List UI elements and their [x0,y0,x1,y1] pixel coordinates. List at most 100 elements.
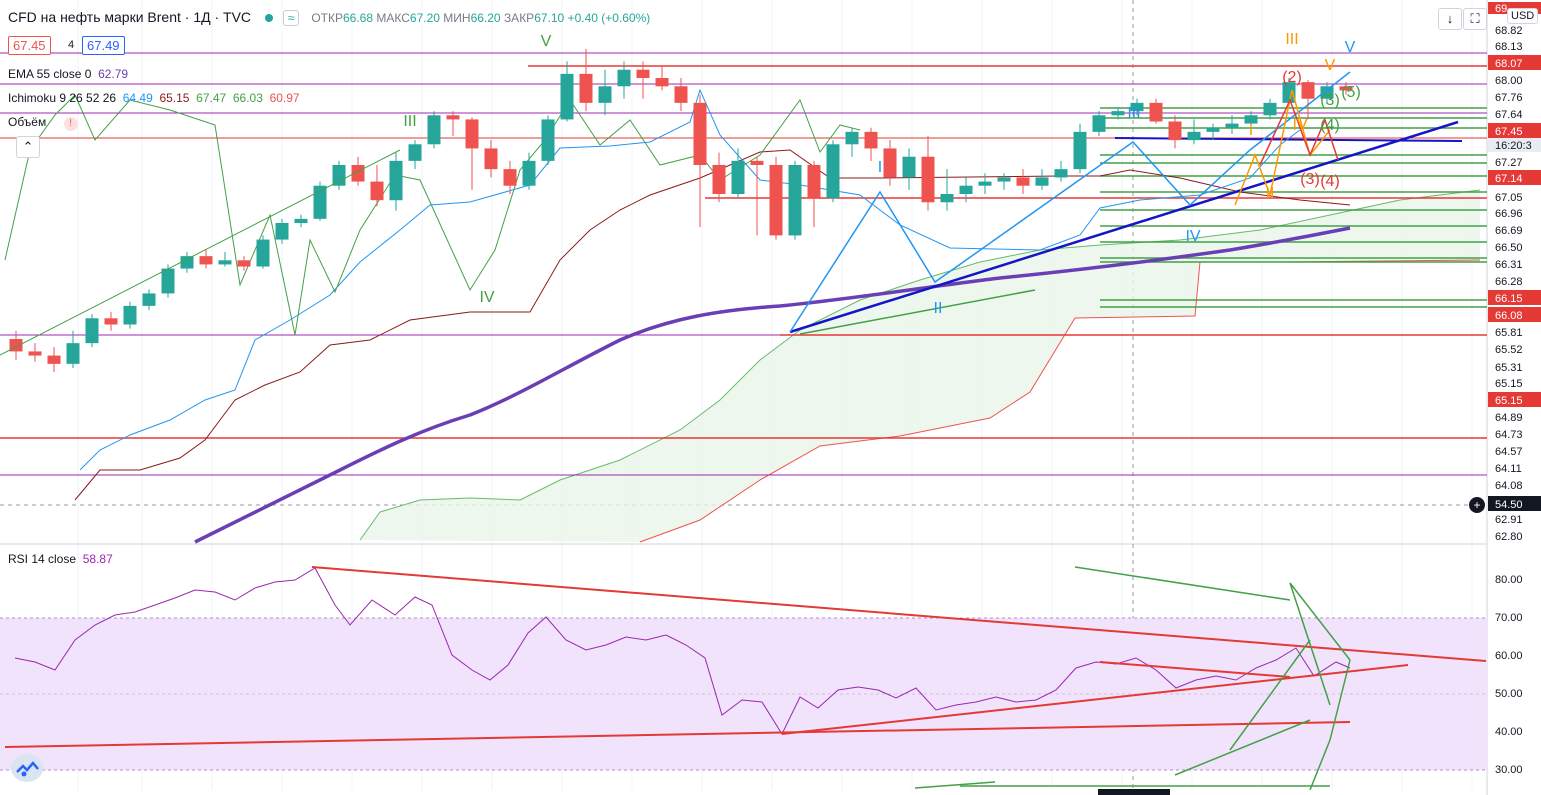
rsi-tick: 60.00 [1495,650,1523,662]
wave-label: I [1249,122,1253,139]
wave-label: IV [1292,117,1307,134]
candle-body [522,160,536,186]
price-tick: 68.13 [1495,41,1523,53]
price-tick: 68.82 [1495,25,1523,37]
plus-icon: + [1473,498,1480,512]
price-tick: 64.08 [1495,480,1523,492]
candle-body [1111,111,1125,116]
candle-body [351,165,365,182]
candle-body [845,131,859,145]
price-tick: 67.27 [1495,157,1523,169]
candle-body [47,355,61,364]
symbol-legend: CFD на нефть марки Brent · 1Д · TVC ≈ ОТ… [8,9,650,26]
candle-body [883,148,897,178]
warning-icon[interactable]: ! [63,117,78,131]
price-tick: 67.05 [1495,192,1523,204]
rsi-trend-line [4,721,1351,748]
candle-body [294,218,308,223]
price-tick: 64.57 [1495,446,1523,458]
rsi-tick: 50.00 [1495,688,1523,700]
price-tick: 65.15 [1495,395,1523,407]
ichimoku-cloud [360,190,1480,542]
candle-body [959,185,973,194]
rsi-line [14,567,1351,736]
candle-body [826,144,840,199]
time-tag [1098,789,1170,795]
price-tag-bg [1488,290,1541,305]
candle-body [1301,82,1315,99]
fullscreen-icon: ⛶ [1470,11,1480,26]
candle-body [788,165,802,236]
compare-icon[interactable]: ≈ [282,10,300,26]
price-tick: 67.45 [1495,126,1523,138]
candle-body [389,160,403,201]
tradingview-logo[interactable] [11,754,43,782]
price-tick: 64.73 [1495,429,1523,441]
price-tag-bg [1488,307,1541,322]
symbol-title[interactable]: CFD на нефть марки Brent · 1Д · TVC [8,9,252,25]
add-alert-icon [1469,497,1485,513]
price-tick: 68.07 [1495,58,1523,70]
currency-label[interactable]: USD [1507,8,1539,24]
wave-label: (4) [1320,173,1340,190]
candle-body [465,119,479,149]
candle-body [978,181,992,186]
ichimoku-legend[interactable]: Ichimoku 9 26 52 26 64.49 65.15 67.47 66… [8,91,300,105]
arrow-down-icon: ↓ [1446,11,1454,26]
rsi-trend-line [781,664,1409,735]
price-tick: 66.28 [1495,276,1523,288]
price-tag-bg [1488,55,1541,70]
rsi-drawing-line [1074,566,1291,601]
wave-label: V [1345,39,1356,56]
market-status-icon [264,14,273,23]
candle-body [1339,86,1353,91]
rsi-drawing-line [1174,719,1311,776]
candle-body [1168,121,1182,141]
rsi-legend[interactable]: RSI 14 close 58.87 [8,552,113,566]
tenkan-line [79,88,1301,471]
candle-body [446,115,460,120]
wave-path-red [1259,98,1339,166]
rsi-drawing-line [914,781,996,789]
candle-body [1054,169,1068,178]
candle-body [769,165,783,236]
rsi-tick: 30.00 [1495,764,1523,776]
collapse-legend-button[interactable]: ⌃ [16,136,40,158]
candle-body [731,160,745,194]
candle-body [1149,102,1163,122]
rsi-drawing-line [1289,582,1351,661]
candle-body [541,119,555,161]
price-tick: 62.80 [1495,531,1523,543]
volume-legend[interactable]: Объём ! [8,115,78,131]
candle-body [503,169,517,186]
candle-body [370,181,384,201]
price-tag-bg [1488,392,1541,407]
candle-body [218,260,232,265]
wave-label: (2) [1282,69,1302,86]
candle-body [1035,177,1049,186]
spread-value: 4 [68,39,75,51]
channel-line [0,149,401,356]
candle-body [750,160,764,165]
wave-path-orange [1234,89,1331,206]
price-tick: 66.31 [1495,259,1523,271]
price-tick: 66.96 [1495,208,1523,220]
candle-body [1320,86,1334,99]
scroll-down-button[interactable]: ↓ [1438,8,1462,30]
rsi-trend-line [1099,661,1291,678]
bid-price-button[interactable]: 67.45 [8,36,51,55]
ema-legend[interactable]: EMA 55 close 0 62.79 [8,67,129,81]
ask-price-button[interactable]: 67.49 [82,36,125,55]
candle-body [1130,102,1144,112]
wave-label: V [1325,57,1336,74]
fullscreen-button[interactable]: ⛶ [1463,8,1487,30]
candle-body [123,305,137,325]
price-tick: 54.50 [1495,499,1523,511]
channel-line [799,289,1036,335]
price-tick: 65.52 [1495,344,1523,356]
trend-line [789,120,1459,334]
price-tag-bg [1488,496,1541,511]
candle-body [997,177,1011,182]
logo-mountain-icon [16,761,39,777]
